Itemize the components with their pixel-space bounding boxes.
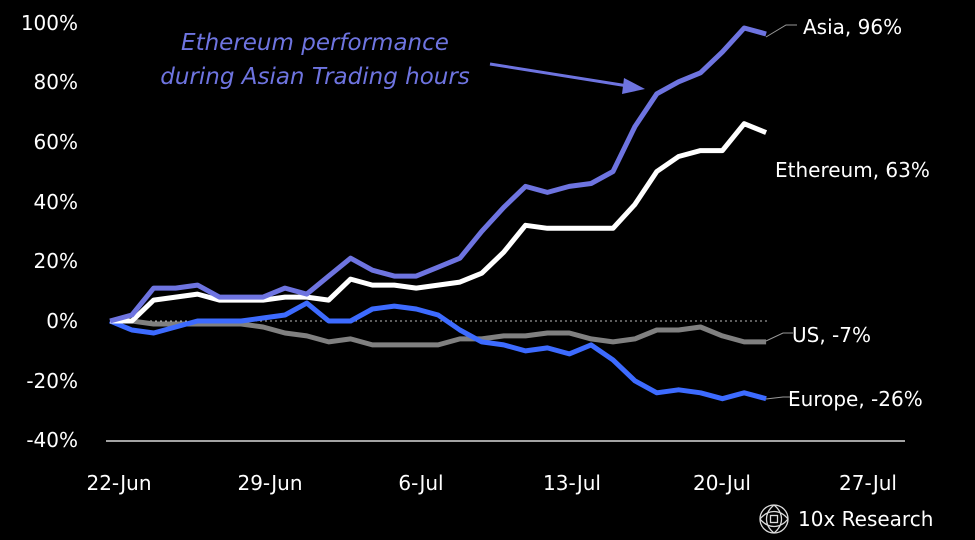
annotation: Ethereum performance during Asian Tradin… [100, 26, 530, 94]
asia-label: Asia, 96% [803, 15, 903, 39]
globe-logo-icon [759, 504, 789, 534]
y-tick: 100% [20, 11, 78, 35]
series-line-europe [109, 300, 767, 402]
x-tick: 27-Jul [839, 471, 897, 495]
x-tick: 22-Jun [86, 471, 152, 495]
x-tick: 6-Jul [398, 471, 444, 495]
ethereum-label: Ethereum, 63% [775, 158, 930, 182]
annotation-line-1: Ethereum performance [181, 30, 449, 56]
series-line-asia [109, 25, 767, 324]
us-label: US, -7% [792, 323, 871, 347]
series-line-us [110, 318, 767, 348]
europe-leader-line [765, 396, 790, 400]
y-tick: 60% [33, 130, 78, 154]
x-tick: 13-Jul [543, 471, 601, 495]
europe-label: Europe, -26% [788, 387, 923, 411]
y-tick: 40% [33, 190, 78, 214]
series-lines [109, 25, 768, 402]
annotation-line-2: during Asian Trading hours [160, 64, 470, 90]
y-tick: -40% [26, 428, 78, 452]
y-tick: 20% [33, 249, 78, 273]
asia-leader-line [765, 24, 797, 38]
y-tick: 0% [46, 309, 78, 333]
arrow-head-icon [622, 78, 645, 94]
us-leader-line [765, 332, 793, 342]
y-tick: 80% [33, 70, 78, 94]
x-tick: 20-Jul [693, 471, 751, 495]
brand-logo: 10x Research [758, 503, 933, 535]
series-line-ethereum [110, 121, 768, 324]
annotation-arrow-line [489, 62, 629, 88]
x-tick: 29-Jun [237, 471, 303, 495]
y-tick: -20% [26, 369, 78, 393]
brand-name: 10x Research [798, 507, 934, 531]
